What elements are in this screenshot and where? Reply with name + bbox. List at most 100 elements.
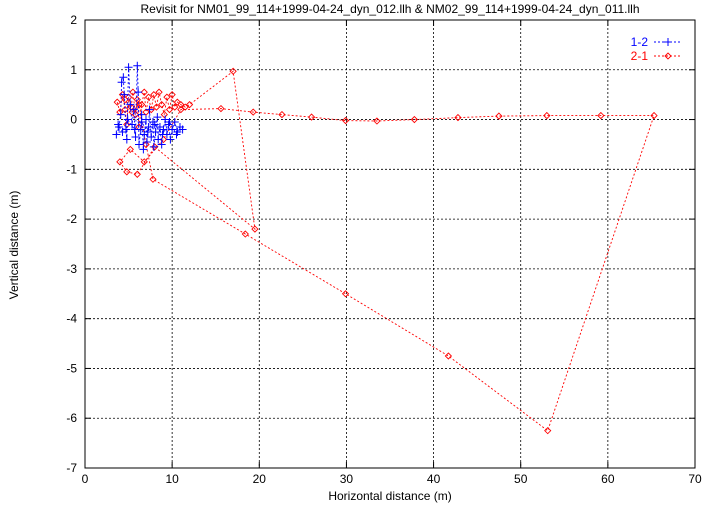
data-point [135, 140, 144, 149]
data-point [130, 125, 139, 134]
data-point [444, 352, 453, 360]
x-tick-label: 20 [253, 472, 267, 486]
data-point [168, 125, 177, 134]
data-point [158, 130, 167, 139]
data-point [129, 105, 138, 114]
data-point [172, 130, 181, 139]
data-point [158, 100, 166, 109]
data-point [119, 73, 128, 82]
y-tick-label: -5 [66, 361, 77, 375]
data-point [251, 225, 259, 233]
data-point [154, 135, 163, 144]
data-point [120, 90, 129, 99]
chart-title: Revisit for NM01_99_114+1999-04-24_dyn_0… [140, 2, 639, 16]
data-point [650, 111, 658, 120]
data-point [341, 290, 350, 298]
data-point [159, 125, 168, 134]
x-axis-label: Horizontal distance (m) [328, 489, 451, 503]
data-point [373, 117, 381, 125]
data-point [181, 103, 189, 111]
data-point [149, 175, 157, 183]
data-point [165, 105, 174, 114]
y-tick-label: 1 [70, 63, 77, 77]
data-point [153, 113, 162, 122]
series-red [113, 67, 658, 435]
x-tick-label: 60 [601, 472, 615, 486]
data-point [129, 88, 137, 96]
data-point [126, 100, 135, 109]
data-point [160, 110, 168, 119]
data-point [152, 103, 161, 111]
data-point [131, 132, 140, 141]
data-point [142, 115, 150, 124]
data-point [134, 88, 143, 97]
data-point [177, 105, 185, 114]
data-point [544, 427, 552, 435]
data-point [149, 142, 158, 151]
x-tick-label: 70 [688, 472, 702, 486]
data-point [133, 61, 142, 70]
data-point [143, 128, 152, 136]
y-tick-label: -3 [66, 262, 77, 276]
data-point [124, 93, 133, 101]
x-tick-label: 0 [82, 472, 89, 486]
data-point [157, 140, 166, 149]
data-point [122, 135, 131, 144]
series-line [116, 70, 655, 432]
data-point [217, 104, 225, 113]
legend-label: 1-2 [631, 35, 649, 49]
legend: 1-22-1 [631, 35, 682, 63]
data-point [116, 158, 124, 166]
data-point [177, 100, 185, 109]
data-point [151, 128, 160, 136]
data-point [114, 120, 123, 129]
data-point [113, 98, 121, 106]
x-tick-label: 40 [427, 472, 441, 486]
y-tick-label: 2 [70, 13, 77, 27]
data-point [144, 93, 153, 101]
data-point [118, 128, 127, 136]
data-point [155, 88, 163, 96]
data-point [597, 111, 605, 120]
y-tick-label: -1 [66, 162, 77, 176]
y-axis-label: Vertical distance (m) [7, 191, 21, 300]
data-point [145, 105, 154, 114]
data-point [121, 96, 129, 104]
data-point [128, 120, 137, 129]
data-point [147, 132, 156, 141]
data-point [150, 120, 159, 129]
data-point [178, 125, 187, 134]
data-point [454, 113, 462, 122]
data-point [116, 110, 125, 119]
series-line [115, 65, 184, 150]
data-point [341, 116, 350, 125]
data-point [150, 91, 158, 99]
data-point [138, 100, 146, 109]
data-point [133, 170, 141, 178]
series-layer [112, 61, 658, 435]
x-tick-label: 30 [340, 472, 354, 486]
data-point [173, 98, 182, 106]
data-point [140, 88, 148, 96]
data-point [495, 112, 503, 120]
y-tick-label: -6 [66, 411, 77, 425]
data-point [278, 110, 286, 119]
y-tick-label: -4 [66, 312, 77, 326]
y-tick-label: 0 [70, 113, 77, 127]
legend-label: 2-1 [631, 49, 649, 63]
data-point [410, 115, 419, 124]
data-point [144, 123, 153, 132]
plot-frame [84, 19, 696, 469]
data-point [123, 115, 132, 124]
legend-marker [664, 38, 672, 46]
data-point [185, 100, 194, 109]
data-point [112, 130, 121, 139]
y-tick-label: -2 [66, 212, 77, 226]
grid [85, 20, 695, 468]
data-point [165, 118, 174, 127]
data-point [140, 158, 148, 166]
y-tick-label: -7 [66, 461, 77, 475]
data-point [161, 115, 170, 124]
data-point [117, 78, 126, 87]
ticks: 0 10 20 30 40 50 60 70 -7 -6 -5 -4 -3 -2 -1 0 1 2 [66, 13, 702, 486]
